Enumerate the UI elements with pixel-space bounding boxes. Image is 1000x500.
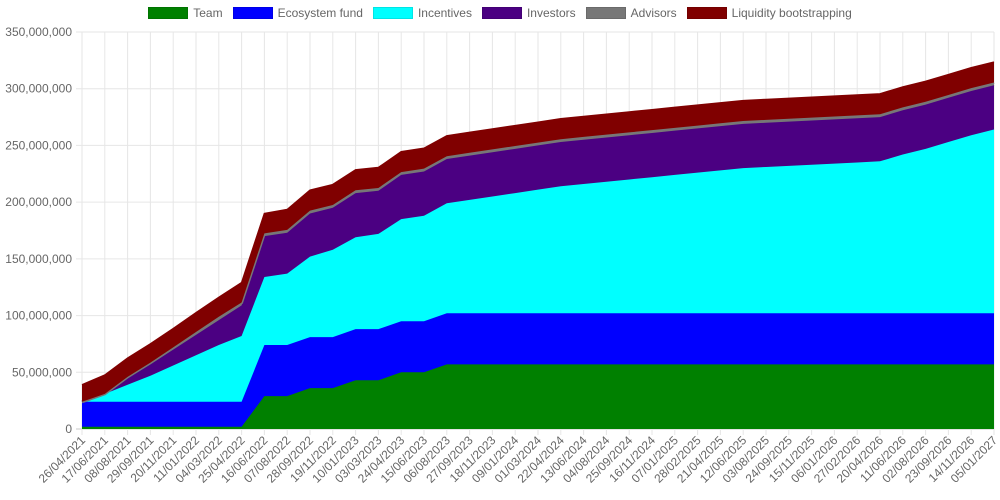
series-area: [82, 364, 994, 429]
legend-label: Incentives: [417, 6, 472, 20]
series-line: [81, 61, 995, 386]
y-tick-label: 350,000,000: [5, 25, 72, 39]
legend-item[interactable]: Investors: [481, 6, 576, 20]
series-area: [82, 313, 994, 427]
legend-swatch: [148, 7, 189, 19]
y-axis: 0 50,000,000 100,000,000 150,000,000 200,000…: [5, 25, 72, 436]
legend-swatch: [585, 7, 626, 19]
series-area: [82, 85, 994, 402]
legend-label: Team: [193, 6, 223, 20]
y-tick-label: 250,000,000: [5, 138, 72, 152]
legend-swatch: [232, 7, 273, 19]
legend-item[interactable]: Team: [148, 6, 223, 20]
x-axis: 26/04/202117/06/202108/08/202129/09/2021…: [36, 433, 1000, 486]
legend-label: Advisors: [630, 6, 677, 20]
legend-label: Investors: [526, 6, 576, 20]
legend-item[interactable]: Incentives: [372, 6, 472, 20]
legend-swatch: [481, 7, 522, 19]
legend-swatch: [372, 7, 413, 19]
y-tick-label: 200,000,000: [5, 195, 72, 209]
y-tick-label: 0: [65, 422, 72, 436]
legend-item[interactable]: Advisors: [585, 6, 677, 20]
series-areas: [81, 61, 995, 429]
legend-item[interactable]: Ecosystem fund: [232, 6, 363, 20]
legend-label: Liquidity bootstrapping: [731, 6, 852, 20]
chart-legend: Team Ecosystem fund Incentives Investors Adv…: [0, 6, 1000, 20]
y-tick-label: 100,000,000: [5, 309, 72, 323]
legend-label: Ecosystem fund: [277, 6, 363, 20]
y-tick-label: 150,000,000: [5, 252, 72, 266]
series-area: [82, 62, 994, 402]
legend-item[interactable]: Liquidity bootstrapping: [686, 6, 852, 20]
legend-swatch: [686, 7, 727, 19]
series-area: [82, 129, 994, 402]
y-tick-label: 50,000,000: [12, 365, 72, 379]
y-tick-label: 300,000,000: [5, 82, 72, 96]
